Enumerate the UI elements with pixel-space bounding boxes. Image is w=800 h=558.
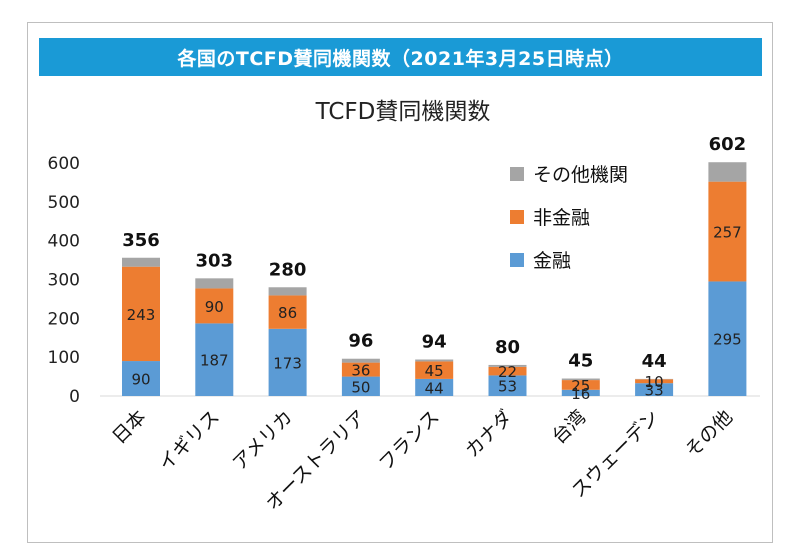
- y-tick-label: 500: [48, 193, 80, 213]
- segment-value-label: 45: [425, 362, 444, 380]
- y-tick-label: 600: [48, 154, 80, 174]
- bar-segment: [415, 378, 454, 396]
- bar-segment: [561, 389, 600, 396]
- bar-segment: [122, 257, 160, 267]
- segment-value-label: 90: [131, 371, 150, 389]
- bar-total-label: 280: [269, 259, 307, 280]
- segment-value-label: 22: [498, 363, 517, 381]
- y-tick-label: 400: [48, 232, 80, 252]
- bar-segment: [488, 366, 527, 376]
- bar-segment: [488, 364, 527, 367]
- bar-segment: [708, 181, 747, 282]
- segment-value-label: 50: [351, 378, 370, 396]
- bar-total-label: 44: [642, 351, 667, 372]
- legend-label: 金融: [533, 250, 571, 272]
- bar-total-label: 96: [348, 331, 373, 352]
- bar-segment: [561, 378, 600, 381]
- bar-total-label: 94: [422, 331, 447, 352]
- bar-total-label: 602: [709, 134, 747, 155]
- y-tick-label: 100: [48, 348, 80, 368]
- bar-total-label: 356: [122, 230, 160, 251]
- category-label: 台湾: [548, 406, 590, 448]
- legend-swatch: [510, 167, 524, 181]
- category-label: その他: [681, 406, 737, 462]
- bar-total-label: 303: [196, 250, 234, 271]
- legend-swatch: [510, 253, 524, 267]
- segment-value-label: 10: [645, 373, 664, 391]
- segment-value-label: 44: [425, 379, 444, 397]
- segment-value-label: 25: [571, 377, 590, 395]
- bar-segment: [561, 380, 600, 390]
- y-tick-label: 0: [69, 387, 80, 407]
- category-label: 日本: [108, 406, 150, 448]
- legend-swatch: [510, 210, 524, 224]
- segment-value-label: 295: [713, 331, 742, 349]
- bar-segment: [195, 288, 234, 324]
- category-label: イギリス: [155, 406, 224, 475]
- bar-segment: [635, 379, 674, 384]
- legend-label: その他機関: [533, 164, 628, 186]
- bar-total-label: 45: [568, 351, 593, 372]
- bar-segment: [635, 383, 674, 396]
- bar-segment: [195, 323, 234, 396]
- segment-value-label: 173: [273, 354, 302, 372]
- bar-segment: [268, 287, 307, 296]
- segment-value-label: 53: [498, 378, 517, 396]
- bar-total-label: 80: [495, 337, 520, 358]
- category-label: カナダ: [461, 406, 517, 462]
- segment-value-label: 36: [351, 362, 370, 380]
- legend-label: 非金融: [533, 207, 590, 229]
- bar-segment: [415, 359, 454, 362]
- segment-value-label: 243: [127, 306, 156, 324]
- bar-segment: [415, 361, 454, 379]
- segment-value-label: 33: [645, 382, 664, 400]
- chart-title: TCFD賛同機関数: [315, 99, 491, 125]
- segment-value-label: 187: [200, 352, 229, 370]
- segment-value-label: 86: [278, 304, 297, 322]
- y-tick-label: 200: [48, 309, 80, 329]
- bar-segment: [341, 376, 380, 396]
- banner-title: 各国のTCFD賛同機関数（2021年3月25日時点）: [39, 38, 762, 76]
- bar-segment: [708, 162, 747, 182]
- bar-segment: [708, 281, 747, 396]
- bar-segment: [195, 278, 234, 289]
- category-label: フランス: [375, 406, 444, 475]
- segment-value-label: 90: [205, 298, 224, 316]
- category-label: アメリカ: [229, 406, 298, 475]
- segment-value-label: 16: [571, 385, 590, 403]
- bar-segment: [122, 266, 160, 362]
- bar-segment: [268, 295, 307, 329]
- segment-value-label: 257: [713, 224, 742, 242]
- bar-segment: [341, 358, 380, 363]
- y-tick-label: 300: [48, 271, 80, 291]
- bar-segment: [488, 375, 527, 396]
- bar-segment: [122, 361, 160, 396]
- bar-segment: [341, 362, 380, 377]
- bar-segment: [268, 328, 307, 396]
